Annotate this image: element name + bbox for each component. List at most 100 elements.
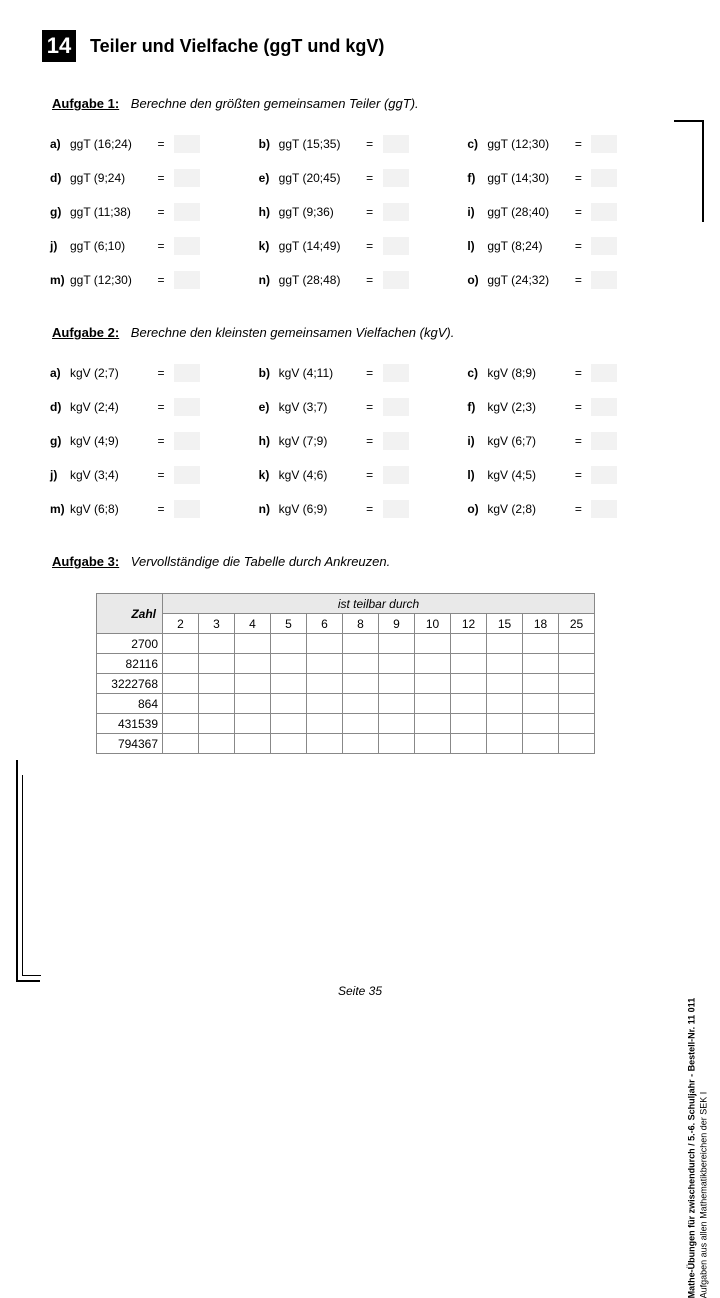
answer-box[interactable] [591, 432, 617, 450]
table-cell[interactable] [307, 714, 343, 734]
answer-box[interactable] [591, 135, 617, 153]
table-cell[interactable] [235, 654, 271, 674]
table-cell[interactable] [271, 674, 307, 694]
table-cell[interactable] [163, 734, 199, 754]
table-cell[interactable] [487, 654, 523, 674]
table-cell[interactable] [163, 654, 199, 674]
answer-box[interactable] [383, 203, 409, 221]
table-cell[interactable] [379, 734, 415, 754]
table-cell[interactable] [451, 654, 487, 674]
answer-box[interactable] [174, 237, 200, 255]
table-cell[interactable] [523, 714, 559, 734]
answer-box[interactable] [174, 398, 200, 416]
table-cell[interactable] [559, 714, 595, 734]
answer-box[interactable] [383, 271, 409, 289]
table-cell[interactable] [415, 694, 451, 714]
table-cell[interactable] [163, 674, 199, 694]
table-cell[interactable] [559, 634, 595, 654]
table-cell[interactable] [379, 694, 415, 714]
table-cell[interactable] [559, 694, 595, 714]
table-cell[interactable] [199, 634, 235, 654]
table-cell[interactable] [271, 714, 307, 734]
table-cell[interactable] [451, 734, 487, 754]
table-cell[interactable] [343, 674, 379, 694]
answer-box[interactable] [591, 271, 617, 289]
table-cell[interactable] [559, 734, 595, 754]
answer-box[interactable] [174, 466, 200, 484]
table-cell[interactable] [451, 714, 487, 734]
table-cell[interactable] [307, 734, 343, 754]
table-cell[interactable] [271, 694, 307, 714]
table-cell[interactable] [379, 634, 415, 654]
answer-box[interactable] [174, 271, 200, 289]
table-cell[interactable] [343, 654, 379, 674]
table-cell[interactable] [271, 634, 307, 654]
table-cell[interactable] [451, 674, 487, 694]
table-cell[interactable] [199, 714, 235, 734]
table-cell[interactable] [523, 734, 559, 754]
table-cell[interactable] [379, 674, 415, 694]
answer-box[interactable] [174, 364, 200, 382]
answer-box[interactable] [591, 364, 617, 382]
table-cell[interactable] [199, 734, 235, 754]
answer-box[interactable] [174, 500, 200, 518]
answer-box[interactable] [174, 432, 200, 450]
table-cell[interactable] [271, 734, 307, 754]
answer-box[interactable] [383, 135, 409, 153]
answer-box[interactable] [591, 500, 617, 518]
table-cell[interactable] [343, 734, 379, 754]
table-cell[interactable] [523, 694, 559, 714]
table-cell[interactable] [235, 674, 271, 694]
table-cell[interactable] [307, 634, 343, 654]
answer-box[interactable] [174, 203, 200, 221]
table-cell[interactable] [523, 634, 559, 654]
table-cell[interactable] [163, 634, 199, 654]
table-cell[interactable] [451, 634, 487, 654]
table-cell[interactable] [487, 634, 523, 654]
answer-box[interactable] [591, 237, 617, 255]
table-cell[interactable] [559, 674, 595, 694]
answer-box[interactable] [383, 169, 409, 187]
table-cell[interactable] [487, 734, 523, 754]
answer-box[interactable] [174, 169, 200, 187]
answer-box[interactable] [591, 398, 617, 416]
table-cell[interactable] [523, 674, 559, 694]
table-cell[interactable] [163, 714, 199, 734]
table-cell[interactable] [559, 654, 595, 674]
answer-box[interactable] [383, 237, 409, 255]
table-cell[interactable] [379, 654, 415, 674]
answer-box[interactable] [591, 203, 617, 221]
table-cell[interactable] [307, 654, 343, 674]
answer-box[interactable] [591, 169, 617, 187]
table-cell[interactable] [415, 714, 451, 734]
answer-box[interactable] [174, 135, 200, 153]
answer-box[interactable] [383, 432, 409, 450]
table-cell[interactable] [487, 714, 523, 734]
table-cell[interactable] [415, 654, 451, 674]
table-cell[interactable] [307, 674, 343, 694]
table-cell[interactable] [199, 694, 235, 714]
table-cell[interactable] [199, 654, 235, 674]
table-cell[interactable] [487, 674, 523, 694]
table-cell[interactable] [235, 734, 271, 754]
answer-box[interactable] [383, 398, 409, 416]
answer-box[interactable] [383, 466, 409, 484]
table-cell[interactable] [487, 694, 523, 714]
table-cell[interactable] [379, 714, 415, 734]
table-cell[interactable] [163, 694, 199, 714]
table-cell[interactable] [199, 674, 235, 694]
answer-box[interactable] [383, 364, 409, 382]
table-cell[interactable] [307, 694, 343, 714]
table-cell[interactable] [235, 694, 271, 714]
table-cell[interactable] [343, 714, 379, 734]
table-cell[interactable] [451, 694, 487, 714]
table-cell[interactable] [235, 714, 271, 734]
answer-box[interactable] [383, 500, 409, 518]
table-cell[interactable] [235, 634, 271, 654]
answer-box[interactable] [591, 466, 617, 484]
table-cell[interactable] [415, 734, 451, 754]
table-cell[interactable] [523, 654, 559, 674]
table-cell[interactable] [415, 634, 451, 654]
table-cell[interactable] [415, 674, 451, 694]
table-cell[interactable] [343, 694, 379, 714]
